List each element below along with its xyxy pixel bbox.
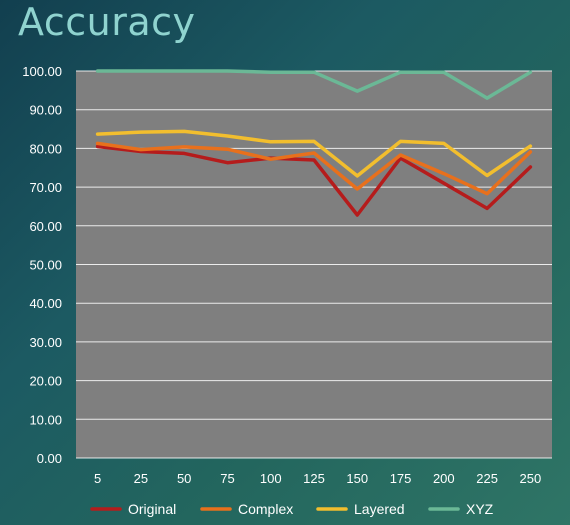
- legend-item-layered: Layered: [316, 501, 405, 517]
- x-tick-label: 75: [220, 471, 234, 486]
- legend-label: Complex: [238, 501, 293, 517]
- x-tick-label: 150: [346, 471, 368, 486]
- series-lines: [95, 69, 533, 217]
- legend-item-complex: Complex: [200, 501, 293, 517]
- y-tick-label: 90.00: [29, 103, 62, 118]
- legend-item-original: Original: [90, 501, 176, 517]
- series-line-layered: [95, 129, 533, 178]
- x-tick-label: 100: [260, 471, 282, 486]
- slide-title: Accuracy: [18, 0, 196, 44]
- y-axis-tick-labels: 0.00 10.00 20.00 30.00 40.00 50.00 60.00 70.00 8…: [22, 64, 62, 466]
- x-tick-label: 200: [433, 471, 455, 486]
- legend-item-xyz: XYZ: [428, 501, 494, 517]
- y-tick-label: 50.00: [29, 258, 62, 273]
- x-tick-label: 5: [94, 471, 101, 486]
- series-line-complex: [95, 141, 533, 196]
- legend-label: Layered: [354, 501, 405, 517]
- series-line-xyz: [95, 69, 533, 100]
- y-tick-label: 100.00: [22, 64, 62, 79]
- y-tick-label: 60.00: [29, 219, 62, 234]
- series-line-original: [95, 144, 533, 217]
- x-tick-label: 125: [303, 471, 325, 486]
- x-tick-label: 250: [520, 471, 542, 486]
- y-tick-label: 30.00: [29, 335, 62, 350]
- y-tick-label: 10.00: [29, 412, 62, 427]
- y-tick-label: 80.00: [29, 141, 62, 156]
- y-tick-label: 40.00: [29, 296, 62, 311]
- x-tick-label: 50: [177, 471, 191, 486]
- legend-label: Original: [128, 501, 176, 517]
- x-axis-tick-labels: 5 25 50 75 100 125 150 175 200 225 250: [94, 471, 541, 486]
- chart-legend: Original Complex Layered XYZ: [90, 501, 494, 517]
- y-tick-label: 20.00: [29, 374, 62, 389]
- x-tick-label: 25: [134, 471, 148, 486]
- x-tick-label: 175: [390, 471, 412, 486]
- y-tick-label: 70.00: [29, 180, 62, 195]
- x-tick-label: 225: [476, 471, 498, 486]
- y-tick-label: 0.00: [37, 451, 62, 466]
- legend-label: XYZ: [466, 501, 494, 517]
